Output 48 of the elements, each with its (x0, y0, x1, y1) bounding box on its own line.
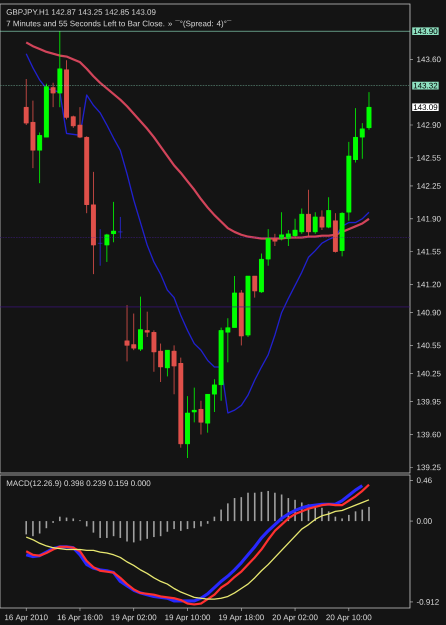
y-tick-label: 142.25 (417, 183, 441, 189)
candlestick (198, 400, 204, 435)
candlestick (111, 202, 116, 243)
candlestick (50, 82, 56, 108)
y-tick-label: 139.25 (417, 464, 441, 470)
x-tick-label: 19 Apr 02:00 (111, 614, 156, 622)
y-tick-label: 142.55 (417, 155, 441, 161)
candlestick (164, 350, 170, 377)
y-tick-label: 142.90 (417, 122, 441, 128)
candlestick (366, 92, 372, 130)
text: 7 Minutes and 55 Seconds Left to Bar Close. » ¯°(Spread: 4)°¯ (6, 20, 232, 28)
x-tick-label: 16 Apr 2010 (5, 614, 48, 622)
y-tick-label: 140.55 (417, 342, 441, 348)
candlestick (252, 276, 258, 298)
candlestick (306, 189, 311, 236)
x-tick-label: 16 Apr 16:00 (58, 614, 103, 622)
y-tick-label: 0.46 (416, 477, 432, 484)
text: MACD(12.26.9) 0.398 0.239 0.159 0.000 (6, 480, 150, 488)
y-tick-label: -0.912 (416, 599, 439, 605)
candlestick (312, 212, 318, 234)
candlestick (138, 296, 143, 352)
ref-line-label: 143.32 (414, 82, 438, 88)
text: 143.09 (414, 104, 438, 110)
x-tick-label: 20 Apr 02:00 (272, 614, 318, 622)
candlestick (144, 311, 150, 338)
candlestick (104, 233, 110, 262)
y-tick-label: 141.90 (417, 216, 441, 222)
y-tick-label: 141.55 (417, 248, 441, 254)
x-tick-label: 20 Apr 10:00 (326, 614, 372, 622)
y-tick-label: 140.90 (417, 310, 441, 316)
candlestick (192, 387, 197, 423)
candlestick (272, 233, 278, 246)
candlestick (279, 212, 284, 241)
y-tick-label: 139.60 (417, 432, 441, 438)
x-tick-label: 19 Apr 18:00 (218, 614, 264, 622)
candlestick (319, 210, 324, 230)
candlestick (326, 196, 332, 229)
y-tick-label: 140.25 (417, 370, 441, 376)
y-tick-label: 143.60 (417, 56, 441, 62)
y-tick-label: 0.00 (416, 518, 432, 524)
candlestick (37, 132, 42, 184)
x-tick-label: 19 Apr 10:00 (165, 614, 210, 622)
candlestick (172, 345, 177, 395)
ref-line-label: 143.90 (414, 28, 438, 34)
y-tick-label: 141.20 (417, 282, 441, 288)
candlestick (118, 216, 123, 239)
text: GBPJPY.H1 142.87 143.25 142.85 143.09 (6, 9, 156, 15)
y-tick-label: 139.95 (417, 398, 441, 405)
